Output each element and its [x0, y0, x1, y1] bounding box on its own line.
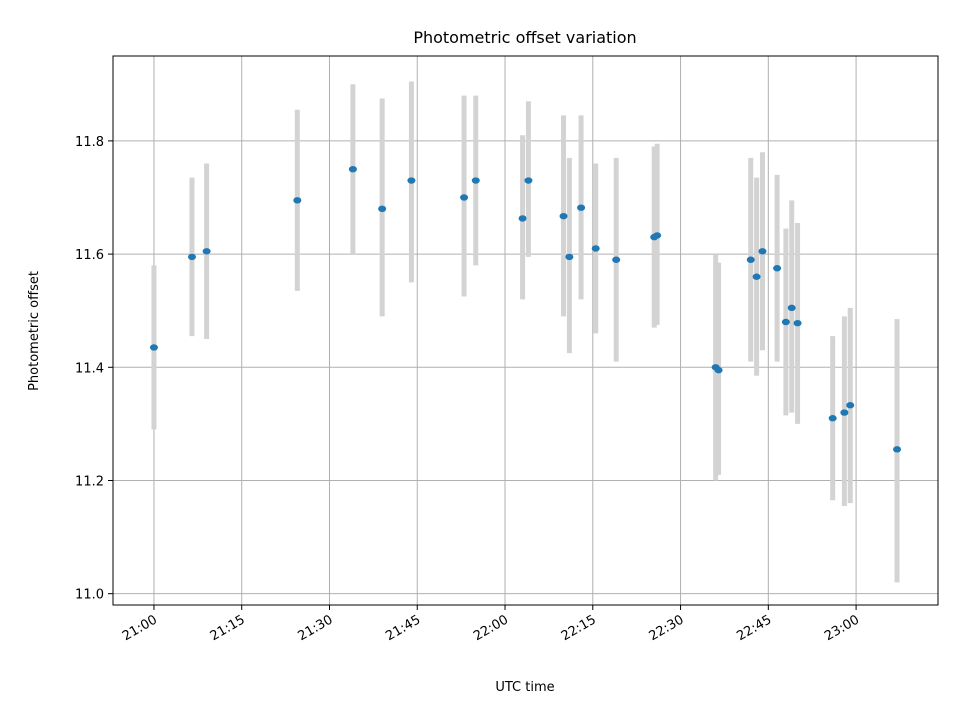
- data-points: [149, 165, 902, 453]
- data-point: [781, 318, 790, 326]
- data-point: [893, 446, 902, 453]
- x-tick-label: 22:00: [471, 612, 511, 644]
- errorbars: [151, 81, 900, 583]
- x-tick-label: 21:30: [296, 612, 336, 644]
- x-axis-ticks: 21:00 21:15 21:30 21:45 22:00 22:15 22:30 22:45…: [120, 605, 862, 644]
- data-point: [746, 256, 755, 263]
- x-tick-label: 22:45: [734, 612, 774, 644]
- data-point: [407, 177, 416, 184]
- data-point: [793, 319, 802, 327]
- data-point: [758, 248, 767, 255]
- data-point: [202, 248, 211, 255]
- y-tick-label: 11.8: [75, 135, 104, 150]
- data-point: [187, 253, 196, 261]
- data-point: [577, 204, 586, 211]
- data-point: [846, 402, 855, 409]
- data-point: [524, 177, 533, 184]
- chart-title: Photometric offset variation: [413, 28, 636, 47]
- x-axis-label: UTC time: [495, 680, 554, 695]
- y-tick-label: 11.2: [75, 474, 104, 489]
- grid: [113, 56, 938, 605]
- x-tick-label: 23:00: [822, 612, 862, 644]
- x-tick-label: 22:15: [559, 612, 599, 644]
- x-tick-label: 21:15: [208, 612, 248, 644]
- data-point: [828, 415, 837, 422]
- data-point: [840, 409, 849, 416]
- data-point: [752, 273, 761, 280]
- data-point: [378, 205, 387, 213]
- data-point: [612, 256, 621, 263]
- x-tick-label: 21:00: [120, 612, 160, 644]
- data-point: [653, 232, 662, 239]
- y-axis-ticks: 11.0 11.2 11.4 11.6 11.8: [75, 135, 113, 603]
- data-point: [149, 344, 158, 351]
- data-point: [518, 215, 527, 222]
- y-tick-label: 11.4: [75, 361, 104, 376]
- data-point: [591, 245, 600, 252]
- data-point: [460, 194, 469, 201]
- x-tick-label: 21:45: [383, 612, 423, 644]
- data-point: [471, 177, 480, 184]
- data-point: [293, 197, 302, 204]
- data-point: [348, 165, 357, 173]
- data-point: [714, 366, 723, 374]
- y-axis-label: Photometric offset: [27, 271, 42, 391]
- data-point: [773, 265, 782, 272]
- y-tick-label: 11.0: [75, 588, 104, 603]
- data-point: [559, 212, 568, 220]
- data-point: [565, 253, 574, 261]
- data-point: [787, 304, 796, 312]
- plot-frame: [112, 55, 939, 606]
- y-tick-label: 11.6: [75, 248, 104, 263]
- x-tick-label: 22:30: [647, 612, 687, 644]
